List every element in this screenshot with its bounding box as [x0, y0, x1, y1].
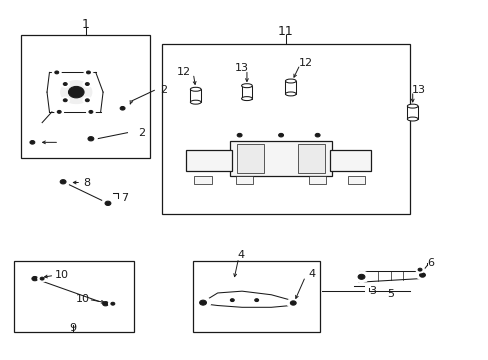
Bar — [14, 261, 134, 332]
Text: 12: 12 — [298, 58, 312, 68]
Ellipse shape — [285, 79, 296, 83]
Ellipse shape — [407, 117, 417, 121]
Circle shape — [61, 97, 69, 103]
Circle shape — [57, 177, 69, 186]
Circle shape — [99, 299, 112, 309]
Circle shape — [290, 301, 296, 305]
Circle shape — [86, 109, 95, 115]
Circle shape — [57, 111, 61, 113]
Ellipse shape — [407, 104, 417, 108]
Circle shape — [195, 297, 210, 309]
Text: 4: 4 — [307, 269, 315, 279]
Bar — [237, 144, 264, 173]
Bar — [329, 149, 370, 171]
Circle shape — [32, 276, 38, 281]
Text: 8: 8 — [83, 177, 90, 188]
Circle shape — [55, 109, 63, 115]
Circle shape — [55, 71, 59, 74]
Circle shape — [40, 277, 44, 280]
Circle shape — [61, 81, 69, 87]
Circle shape — [26, 138, 38, 147]
Circle shape — [254, 299, 258, 302]
Bar — [285, 81, 296, 94]
Circle shape — [102, 302, 108, 306]
Circle shape — [230, 299, 234, 302]
Circle shape — [417, 268, 421, 271]
Circle shape — [415, 270, 428, 280]
Circle shape — [63, 82, 67, 85]
Bar — [194, 176, 211, 184]
Bar — [298, 144, 325, 173]
Circle shape — [63, 99, 67, 102]
Text: 13: 13 — [411, 85, 425, 95]
Circle shape — [237, 134, 242, 137]
Circle shape — [353, 271, 368, 283]
Circle shape — [117, 104, 128, 113]
Text: 2: 2 — [138, 128, 145, 138]
Ellipse shape — [285, 92, 296, 96]
Circle shape — [83, 97, 92, 103]
Circle shape — [278, 134, 283, 137]
Circle shape — [415, 266, 424, 273]
Text: 9: 9 — [69, 323, 76, 333]
Circle shape — [85, 99, 89, 102]
Bar — [407, 106, 417, 119]
Bar — [241, 86, 252, 99]
Text: 7: 7 — [121, 193, 128, 203]
Text: 3: 3 — [368, 286, 375, 296]
Circle shape — [52, 69, 61, 76]
Text: 13: 13 — [235, 63, 248, 73]
Circle shape — [108, 301, 117, 307]
Circle shape — [61, 81, 92, 104]
Text: 4: 4 — [237, 249, 244, 260]
Circle shape — [88, 136, 94, 141]
Circle shape — [315, 134, 320, 137]
Ellipse shape — [190, 87, 201, 91]
Ellipse shape — [190, 100, 201, 104]
Circle shape — [84, 69, 93, 76]
Circle shape — [199, 300, 206, 305]
Bar — [308, 176, 326, 184]
Text: 1: 1 — [82, 18, 90, 31]
Circle shape — [105, 201, 111, 206]
Circle shape — [86, 71, 90, 74]
Circle shape — [311, 131, 323, 139]
Circle shape — [286, 298, 299, 308]
Text: 12: 12 — [176, 67, 190, 77]
Bar — [235, 176, 253, 184]
Circle shape — [30, 140, 35, 144]
Text: 10: 10 — [55, 270, 68, 280]
Circle shape — [89, 111, 93, 113]
Circle shape — [68, 86, 84, 98]
Circle shape — [233, 131, 245, 139]
Circle shape — [28, 274, 41, 283]
Bar — [161, 44, 409, 214]
Bar — [193, 261, 320, 332]
Text: 5: 5 — [386, 289, 393, 299]
Circle shape — [84, 134, 97, 143]
Circle shape — [120, 107, 125, 110]
Circle shape — [357, 274, 364, 279]
Text: 6: 6 — [427, 258, 433, 268]
Circle shape — [252, 297, 261, 303]
Bar — [229, 140, 331, 176]
Ellipse shape — [241, 84, 252, 87]
Circle shape — [83, 81, 92, 87]
Ellipse shape — [241, 96, 252, 100]
Text: 10: 10 — [76, 294, 89, 305]
Bar — [185, 149, 232, 171]
Circle shape — [102, 199, 114, 208]
Circle shape — [275, 131, 286, 139]
Text: 2: 2 — [160, 85, 167, 95]
Circle shape — [419, 273, 425, 277]
Circle shape — [38, 275, 46, 282]
Bar — [190, 89, 201, 102]
Circle shape — [111, 302, 115, 305]
Circle shape — [227, 297, 236, 303]
Circle shape — [85, 82, 89, 85]
Text: 11: 11 — [278, 25, 293, 38]
Bar — [347, 176, 365, 184]
Circle shape — [60, 180, 66, 184]
Bar — [21, 35, 150, 158]
